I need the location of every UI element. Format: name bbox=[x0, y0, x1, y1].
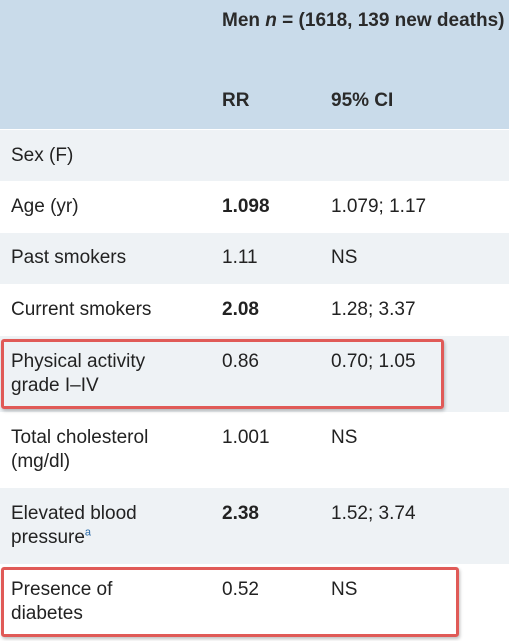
header-rr: RR bbox=[222, 90, 250, 111]
row-label: Sex (F) bbox=[11, 145, 74, 166]
row-rr: 2.38 bbox=[222, 503, 259, 524]
row-label: Current smokers bbox=[11, 299, 152, 320]
table-row: Presence of diabetes 0.52 NS bbox=[0, 564, 509, 641]
row-ci: NS bbox=[331, 427, 358, 448]
row-rr: 0.52 bbox=[222, 579, 259, 600]
table-header-group-row bbox=[0, 0, 509, 84]
row-rr: 1.001 bbox=[222, 427, 270, 448]
row-label: Total cholesterol (mg/dl) bbox=[11, 427, 149, 472]
table-row: Sex (F) bbox=[0, 130, 509, 181]
table-row: Age (yr) 1.098 1.079; 1.17 bbox=[0, 181, 509, 233]
row-rr: 1.11 bbox=[222, 247, 258, 268]
table-row: Past smokers 1.11 NS bbox=[0, 233, 509, 284]
row-ci: 0.70; 1.05 bbox=[331, 351, 416, 372]
row-label: Physical activity grade I–IV bbox=[11, 351, 146, 396]
row-label: Age (yr) bbox=[11, 196, 79, 217]
row-rr: 2.08 bbox=[222, 299, 259, 320]
table-row: Total cholesterol (mg/dl) 1.001 NS bbox=[0, 412, 509, 488]
row-ci: 1.28; 3.37 bbox=[331, 299, 416, 320]
header-group-label: Men n = (1618, 139 new deaths) bbox=[222, 10, 505, 31]
footnote-marker[interactable]: a bbox=[84, 526, 92, 539]
row-ci: 1.079; 1.17 bbox=[331, 196, 427, 217]
row-rr: 0.86 bbox=[222, 351, 259, 372]
header-ci: 95% CI bbox=[331, 90, 394, 111]
row-ci: NS bbox=[331, 579, 358, 600]
table-row: Current smokers 2.08 1.28; 3.37 bbox=[0, 284, 509, 336]
table-row: Physical activity grade I–IV 0.86 0.70; … bbox=[0, 336, 509, 412]
table-row: Elevated blood pressurea 2.38 1.52; 3.74 bbox=[0, 488, 509, 564]
row-rr: 1.098 bbox=[222, 196, 270, 217]
row-ci: 1.52; 3.74 bbox=[331, 503, 416, 524]
row-label: Past smokers bbox=[11, 247, 127, 268]
row-label: Presence of diabetes bbox=[11, 579, 113, 624]
row-ci: NS bbox=[331, 247, 358, 268]
table-header-column-row bbox=[0, 84, 509, 130]
row-label: Elevated blood pressurea bbox=[11, 503, 137, 548]
